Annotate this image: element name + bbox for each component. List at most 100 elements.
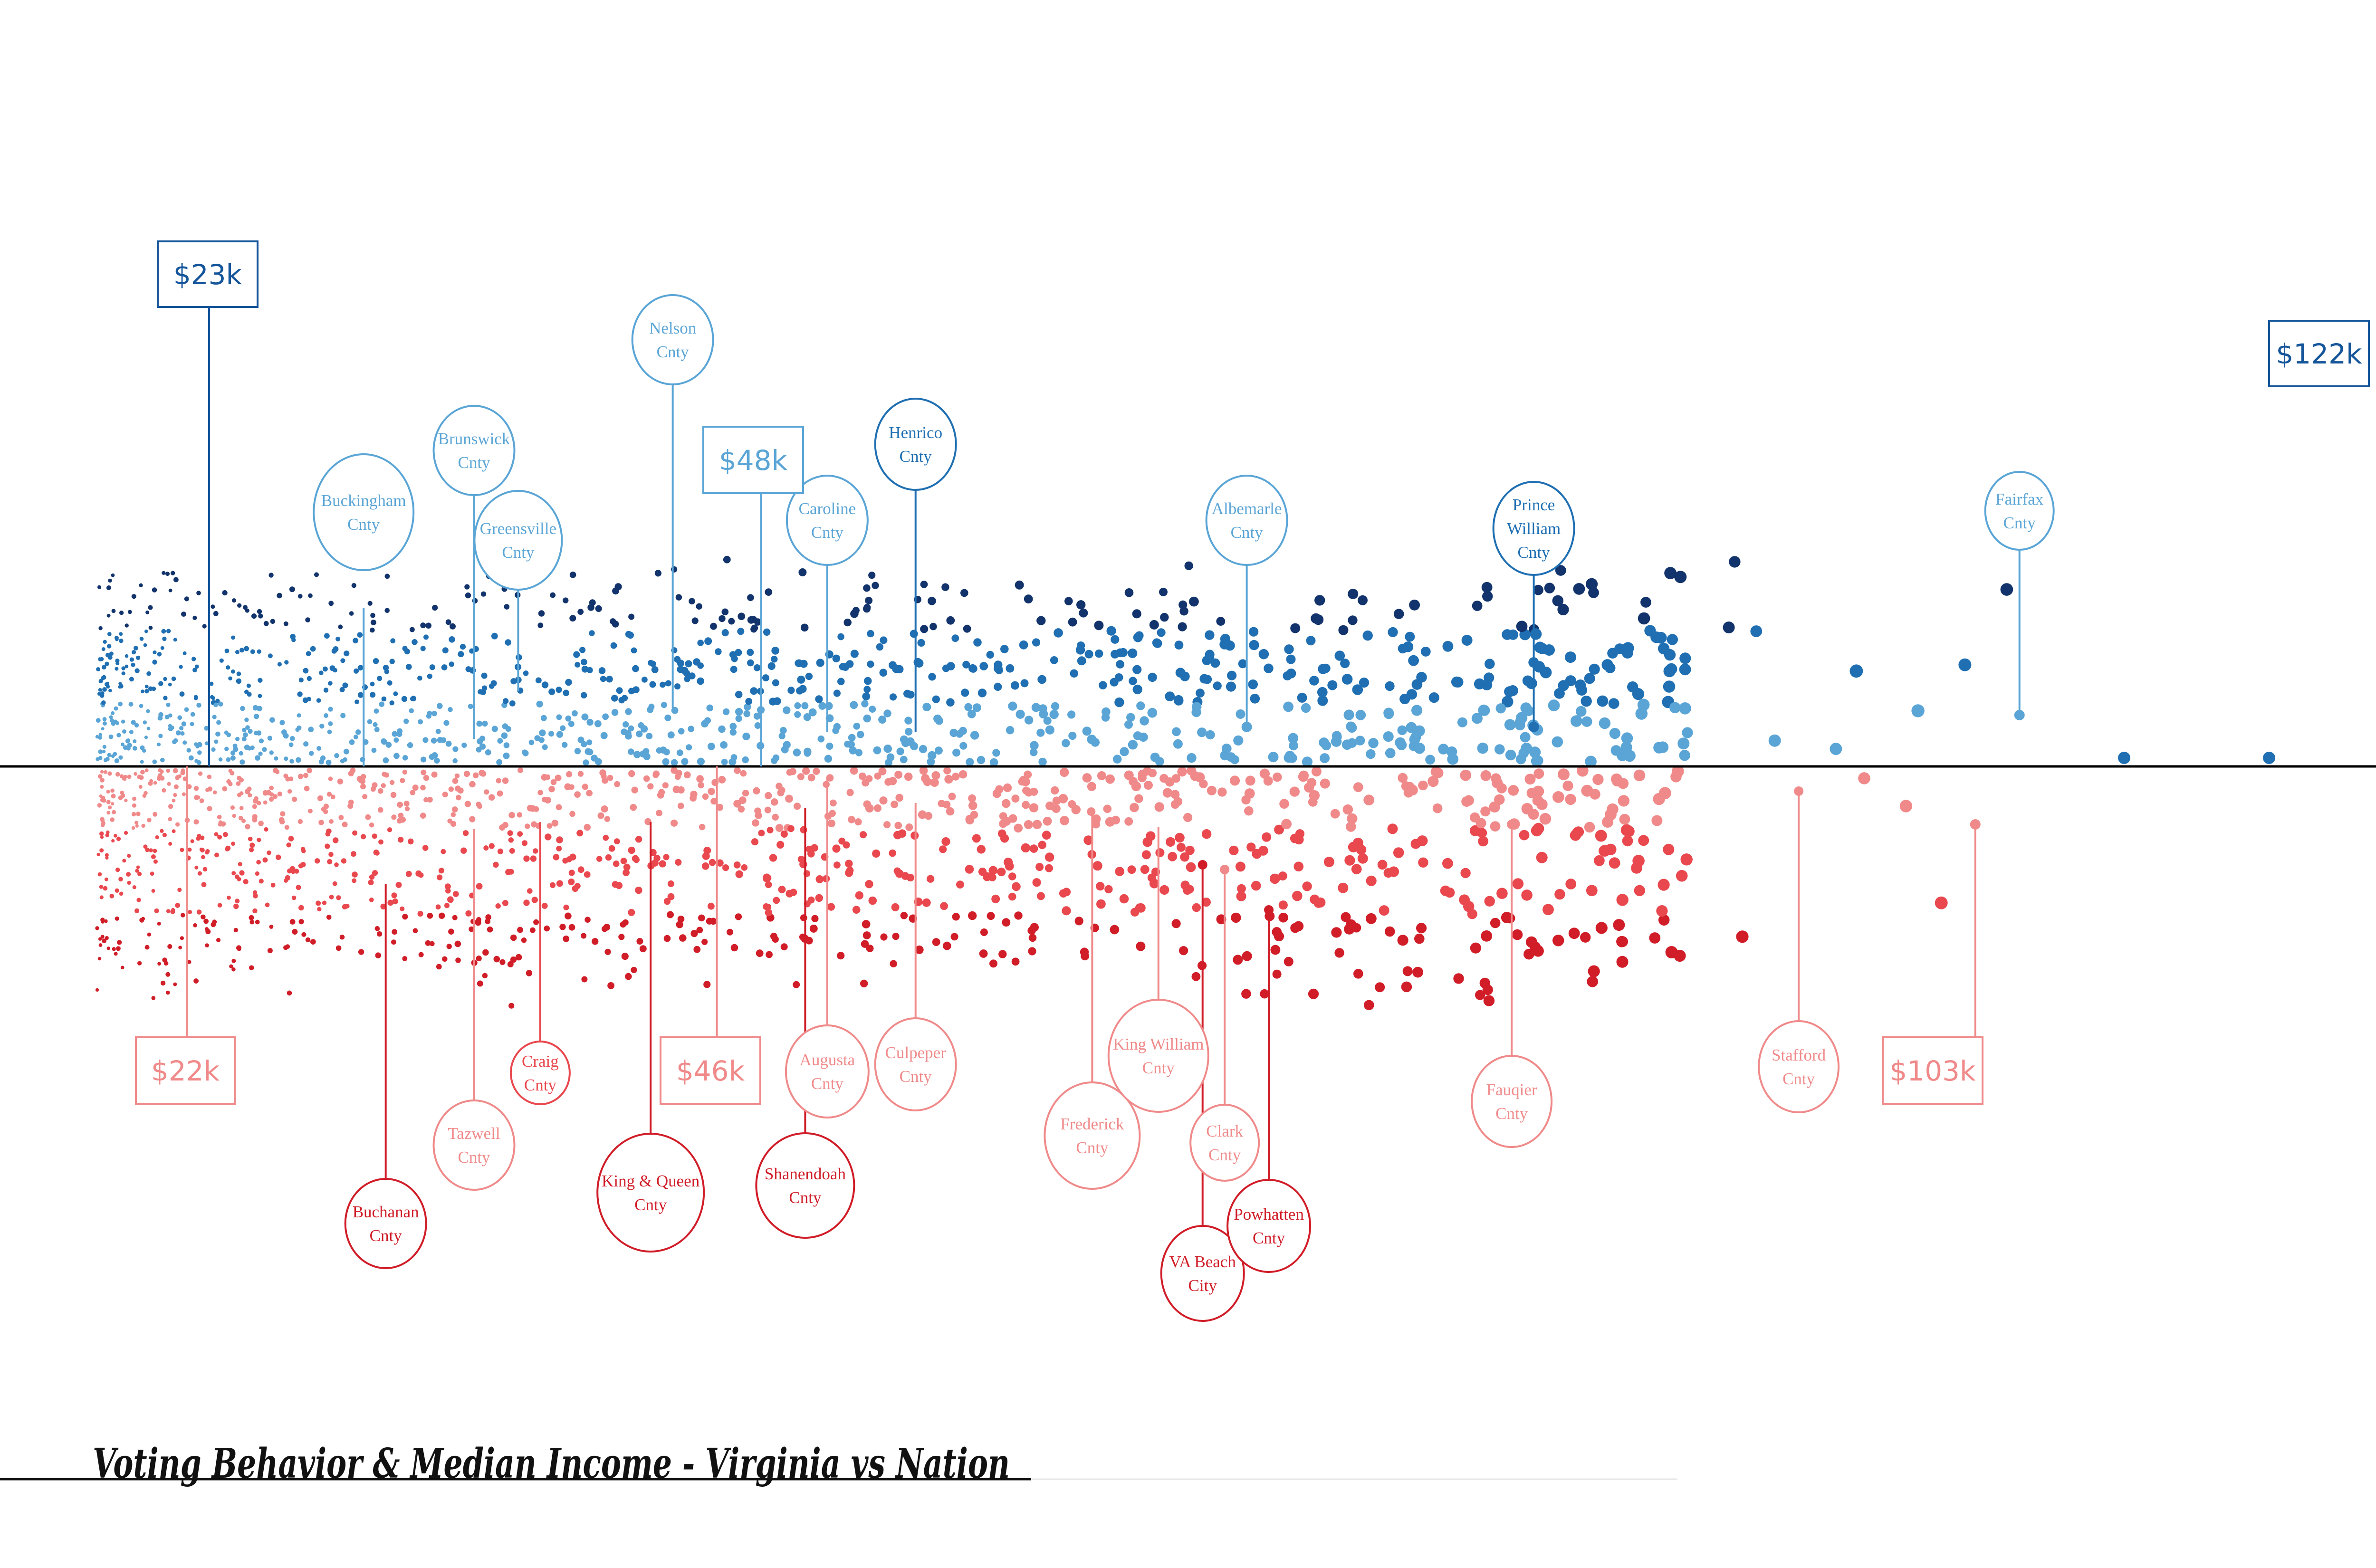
county-dot: [236, 781, 241, 786]
county-dot: [402, 769, 407, 775]
county-dot: [801, 702, 809, 709]
county-dot: [930, 778, 939, 787]
county-dot: [476, 883, 483, 890]
county-dot: [184, 707, 189, 712]
county-dot: [1249, 627, 1259, 637]
county-dot: [452, 778, 459, 784]
county-dot: [1676, 870, 1688, 882]
county-dot: [565, 912, 572, 920]
county-dots: [95, 555, 2275, 1011]
county-dot: [454, 940, 461, 947]
county-dot: [161, 629, 166, 634]
county-dot: [115, 667, 119, 671]
range-end-dot: [1970, 819, 1981, 830]
county-dot: [235, 650, 240, 654]
county-dot: [328, 721, 333, 726]
county-dot: [1002, 918, 1011, 927]
county-dot: [946, 616, 955, 625]
county-dot: [167, 782, 171, 786]
county-dot: [780, 727, 787, 734]
county-dot: [193, 923, 197, 927]
county-dot: [359, 778, 366, 784]
county-dot: [690, 930, 698, 937]
county-dot: [1634, 885, 1645, 897]
county-dot: [335, 636, 341, 641]
county-dot: [667, 880, 674, 887]
county-dot: [298, 905, 304, 911]
county-dot: [252, 908, 258, 914]
county-dot: [397, 837, 404, 843]
county-dot: [1651, 815, 1663, 826]
county-dot: [349, 611, 354, 616]
county-dot: [539, 729, 546, 736]
county-dot: [98, 626, 103, 631]
county-dot: [236, 945, 241, 951]
county-label-text: Cnty: [1231, 523, 1264, 542]
county-dot: [563, 597, 569, 603]
county-dot: [1571, 715, 1582, 727]
county-dot: [1274, 824, 1284, 835]
county-dot: [162, 636, 167, 641]
county-dot: [1050, 656, 1058, 664]
county-dot: [934, 746, 943, 755]
county-dot: [758, 830, 765, 837]
county-dot: [1677, 737, 1690, 750]
county-dot: [1471, 713, 1483, 724]
county-dot: [754, 722, 761, 729]
county-dot: [1530, 628, 1542, 640]
county-dot: [1124, 720, 1133, 729]
county-dot: [598, 667, 606, 674]
county-dot: [198, 771, 203, 776]
county-dot: [1177, 842, 1186, 852]
county-dot: [1043, 717, 1052, 725]
county-dot: [1663, 665, 1676, 678]
county-dot: [1019, 640, 1028, 650]
county-dot: [119, 891, 124, 896]
county-dot: [239, 870, 245, 876]
county-dot: [586, 790, 593, 797]
county-dot: [680, 667, 689, 675]
county-dot: [1533, 822, 1544, 834]
county-dot: [1006, 664, 1015, 673]
county-dot: [1585, 755, 1597, 768]
county-dot: [915, 945, 924, 954]
county-dot: [182, 792, 186, 796]
county-dot: [765, 588, 773, 596]
county-dot: [1302, 756, 1313, 767]
county-dot: [127, 610, 132, 614]
county-dot: [1076, 600, 1086, 610]
county-dot: [115, 916, 119, 921]
county-dot: [1202, 656, 1212, 666]
county-dot: [297, 713, 301, 718]
county-dot: [1142, 837, 1152, 847]
county-dot: [105, 936, 109, 940]
county-dot: [502, 777, 509, 784]
county-dot: [735, 690, 743, 698]
county-dot: [752, 819, 759, 827]
county-dot: [1482, 985, 1493, 995]
county-dot: [269, 750, 274, 755]
county-dot: [1461, 635, 1473, 646]
county-dot: [328, 601, 334, 606]
county-dot: [642, 677, 648, 683]
county-dot: [1052, 796, 1061, 805]
county-dot: [173, 784, 179, 789]
county-dot: [99, 848, 104, 853]
county-dot: [152, 587, 157, 593]
county-dot: [334, 753, 339, 758]
county-dot: [128, 702, 134, 707]
county-dot: [269, 797, 274, 802]
county-dot: [489, 794, 495, 801]
county-dot: [370, 692, 376, 698]
county-dot: [449, 661, 454, 667]
county-dot: [510, 956, 517, 963]
county-dot: [124, 831, 128, 835]
county-dot: [997, 867, 1006, 877]
county-dot: [621, 695, 628, 701]
county-dot: [114, 758, 119, 764]
county-dot: [117, 940, 122, 945]
county-dot: [1446, 746, 1457, 757]
county-dot: [1490, 821, 1501, 832]
county-dot: [545, 833, 552, 841]
county-dot: [1401, 781, 1411, 791]
